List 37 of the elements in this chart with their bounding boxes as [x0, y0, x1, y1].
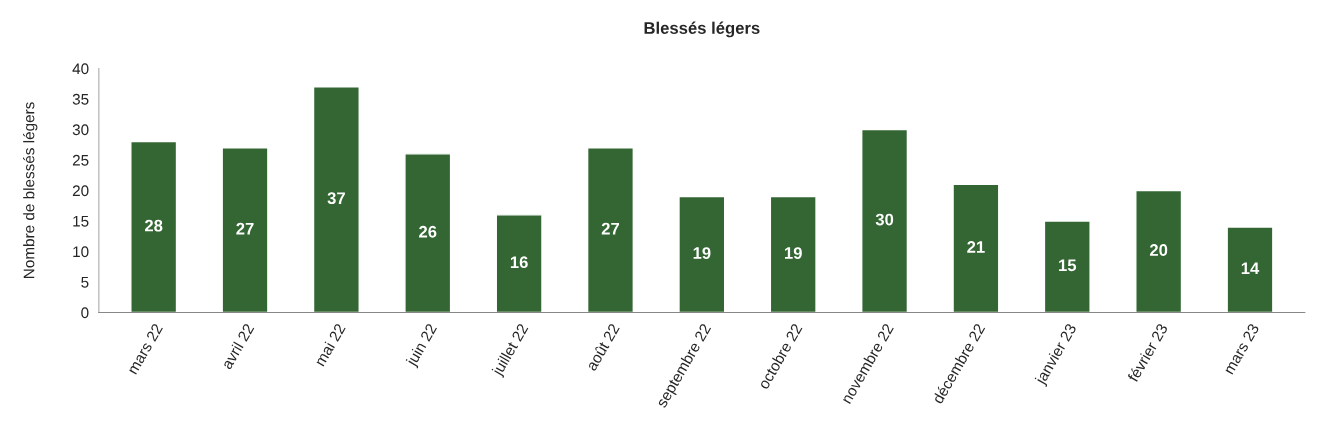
data-label: 26 [419, 225, 437, 238]
bar [221, 147, 269, 313]
bar [1043, 220, 1091, 313]
data-label: 19 [784, 247, 802, 259]
y-tick-label: 30 [72, 124, 89, 136]
bar [586, 147, 635, 313]
y-tick-label: 10 [73, 246, 89, 258]
bar [312, 86, 360, 313]
bar [404, 153, 452, 313]
y-tick-label: 15 [73, 215, 89, 227]
bar [130, 140, 178, 313]
bar [952, 183, 1000, 313]
bar [1135, 189, 1183, 313]
data-label: 30 [875, 213, 894, 226]
data-label: 20 [1149, 244, 1168, 256]
y-tick-label: 25 [72, 154, 89, 166]
y-tick-label: 5 [81, 276, 89, 288]
bar [769, 195, 817, 313]
data-label: 28 [144, 219, 163, 232]
data-label: 27 [236, 222, 254, 235]
data-label: 37 [327, 192, 345, 205]
bar [678, 195, 726, 313]
data-label: 14 [1241, 262, 1260, 275]
y-axis-title: Nombre de blessés légers [22, 102, 38, 278]
bar [1226, 226, 1274, 313]
y-tick-label: 20 [72, 185, 89, 197]
y-tick-label: 0 [81, 307, 89, 319]
data-label: 15 [1059, 259, 1077, 272]
y-tick-label: 35 [72, 93, 89, 105]
data-label: 19 [693, 247, 711, 259]
data-label: 16 [510, 256, 528, 269]
y-tick-label: 40 [72, 63, 89, 75]
chart-title: Blessés légers [644, 21, 760, 38]
bar [495, 214, 543, 313]
data-label: 21 [967, 241, 985, 253]
data-label: 27 [601, 222, 620, 235]
bar [861, 128, 909, 313]
